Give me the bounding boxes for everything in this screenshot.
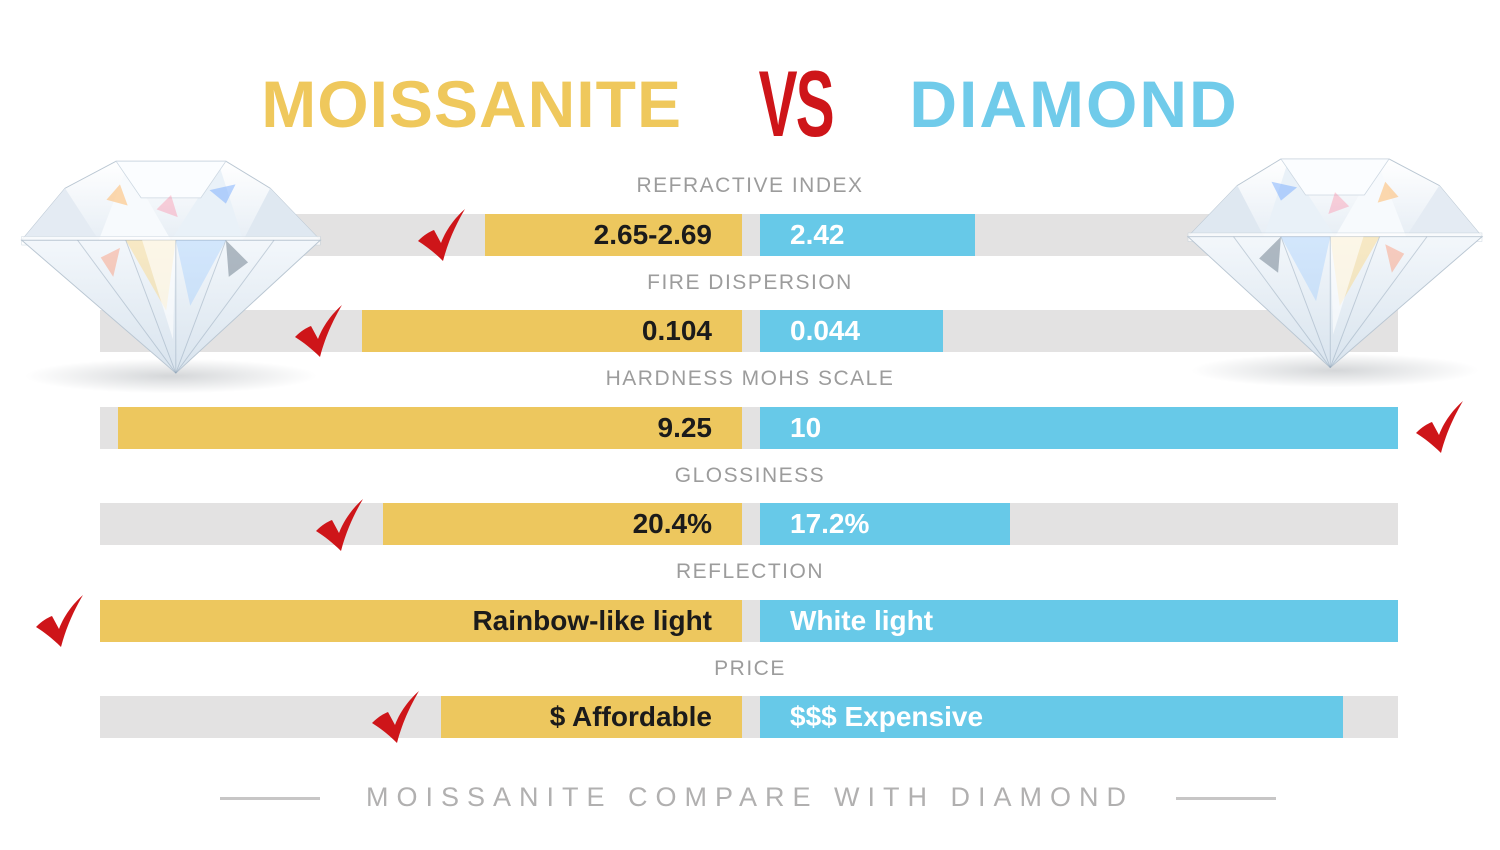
check-icon — [418, 209, 465, 261]
check-icon — [372, 691, 419, 743]
page-title: MOISSANITE VS DIAMOND — [0, 51, 1500, 156]
diamond-value: White light — [790, 605, 934, 636]
comparison-track: Rainbow-like light White light — [100, 600, 1398, 642]
moissanite-bar: 0.104 — [362, 310, 742, 352]
moissanite-bar: 9.25 — [118, 407, 742, 449]
diamond-bar: 2.42 — [760, 214, 975, 256]
footer-caption: MOISSANITE COMPARE WITH DIAMOND — [365, 782, 1134, 812]
footer-line-right — [1176, 797, 1276, 800]
comparison-track: 9.25 10 — [100, 407, 1398, 449]
row-label: HARDNESS MOHS SCALE — [605, 367, 895, 390]
row-label: REFRACTIVE INDEX — [636, 174, 864, 197]
diamond-bar: $$$ Expensive — [760, 696, 1343, 738]
title-vs: VS — [758, 51, 835, 156]
diamond-bar: White light — [760, 600, 1398, 642]
moissanite-bar: 2.65-2.69 — [485, 214, 742, 256]
row-label: GLOSSINESS — [674, 464, 826, 487]
title-diamond: DIAMOND — [909, 67, 1239, 142]
moissanite-value: 9.25 — [657, 412, 713, 443]
diamond-value: $$$ Expensive — [790, 701, 984, 732]
diamond-bar: 17.2% — [760, 503, 1010, 545]
check-icon — [1416, 401, 1463, 453]
footer-line-left — [220, 797, 320, 800]
row-label: FIRE DISPERSION — [647, 271, 853, 294]
moissanite-value: 2.65-2.69 — [593, 219, 712, 250]
diamond-value: 0.044 — [790, 315, 861, 346]
check-icon — [295, 305, 342, 357]
diamond-photo-left — [20, 160, 322, 394]
comparison-track: 0.104 0.044 — [100, 310, 1398, 352]
moissanite-bar: $ Affordable — [441, 696, 742, 738]
diamond-value: 2.42 — [790, 219, 845, 250]
check-icon — [316, 499, 363, 551]
comparison-track: $ Affordable $$$ Expensive — [100, 696, 1398, 738]
row-label: REFLECTION — [675, 560, 824, 583]
moissanite-bar: 20.4% — [383, 503, 742, 545]
row-label: PRICE — [714, 657, 786, 680]
diamond-bar: 0.044 — [760, 310, 943, 352]
moissanite-value: Rainbow-like light — [472, 605, 712, 636]
check-icon — [36, 595, 83, 647]
diamond-value: 10 — [790, 412, 822, 443]
diamond-bar: 10 — [760, 407, 1398, 449]
moissanite-value: $ Affordable — [549, 701, 712, 732]
comparison-track: 2.65-2.69 2.42 — [100, 214, 1398, 256]
moissanite-bar: Rainbow-like light — [100, 600, 742, 642]
comparison-track: 20.4% 17.2% — [100, 503, 1398, 545]
moissanite-value: 0.104 — [641, 315, 712, 346]
diamond-value: 17.2% — [790, 508, 870, 539]
diamond-photo-right — [1186, 158, 1484, 388]
title-moissanite: MOISSANITE — [261, 67, 682, 142]
moissanite-value: 20.4% — [632, 508, 712, 539]
